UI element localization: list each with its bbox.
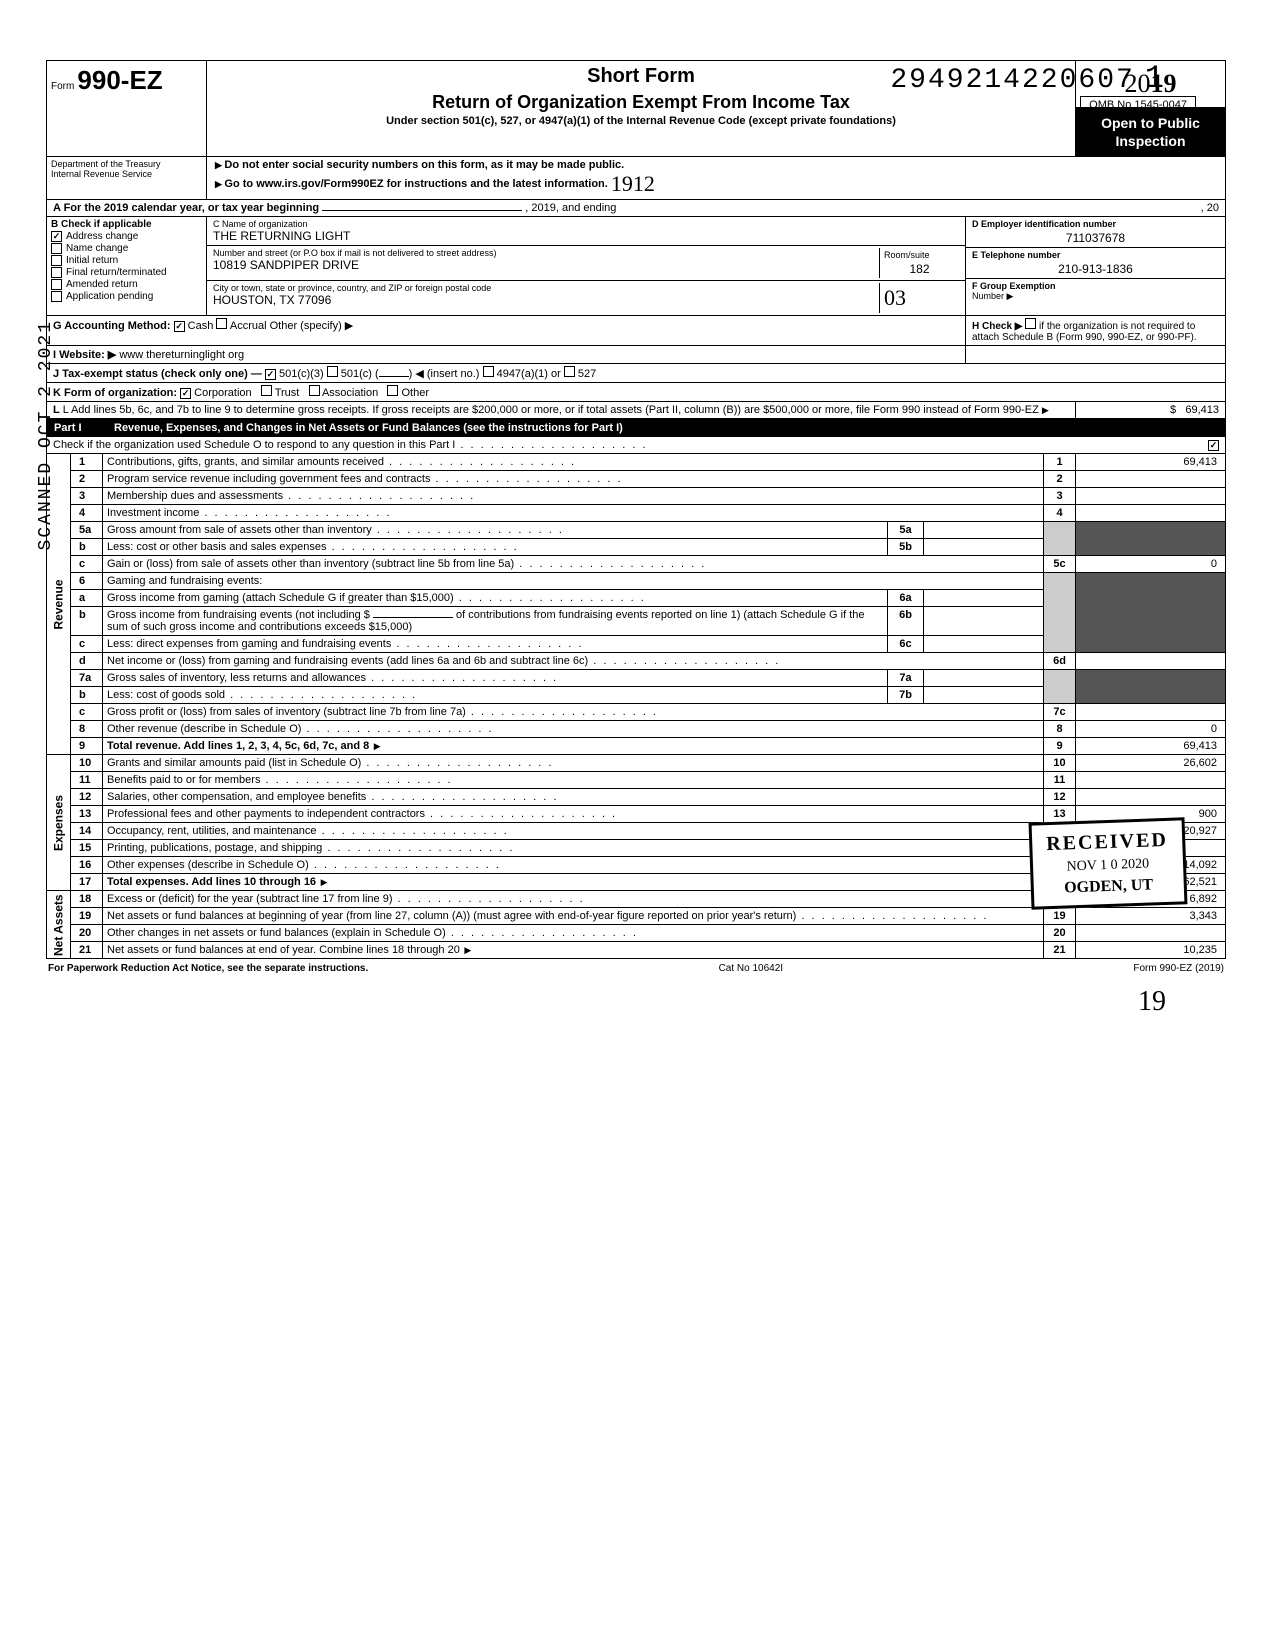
col-d-ein: D Employer identification number71103767… (965, 217, 1225, 315)
check-name-change[interactable] (51, 243, 62, 254)
hand-page-number: 19 (1138, 986, 1166, 1018)
check-501c[interactable] (327, 366, 338, 377)
row-g-accounting: G Accounting Method: ✓ Cash Accrual Othe… (47, 316, 965, 345)
part-1-header: Part I Revenue, Expenses, and Changes in… (46, 419, 1226, 437)
check-other-org[interactable] (387, 385, 398, 396)
check-501c3[interactable]: ✓ (265, 369, 276, 380)
check-assoc[interactable] (309, 385, 320, 396)
document-id: 29492142206071 (890, 60, 1166, 97)
received-stamp: RECEIVED NOV 1 0 2020 OGDEN, UT (1029, 817, 1188, 909)
check-schedule-o[interactable]: ✓ (1208, 440, 1219, 451)
check-amended[interactable] (51, 279, 62, 290)
check-initial-return[interactable] (51, 255, 62, 266)
check-final-return[interactable] (51, 267, 62, 278)
row-h-schedule-b: H Check ▶ if the organization is not req… (965, 316, 1225, 345)
check-h[interactable] (1025, 318, 1036, 329)
header-notes: Do not enter social security numbers on … (207, 157, 1225, 199)
row-a-tax-year: A For the 2019 calendar year, or tax yea… (46, 200, 1226, 217)
open-public: Open to Public Inspection (1076, 108, 1225, 156)
check-4947[interactable] (483, 366, 494, 377)
check-cash[interactable]: ✓ (174, 321, 185, 332)
check-pending[interactable] (51, 291, 62, 302)
page-footer: For Paperwork Reduction Act Notice, see … (46, 959, 1226, 978)
row-l-gross-receipts: L L Add lines 5b, 6c, and 7b to line 9 t… (46, 402, 1226, 419)
col-b-checkboxes: B Check if applicable ✓Address change Na… (47, 217, 207, 315)
dept-treasury: Department of the TreasuryInternal Reven… (47, 157, 207, 199)
check-accrual[interactable] (216, 318, 227, 329)
check-corp[interactable]: ✓ (180, 388, 191, 399)
check-trust[interactable] (261, 385, 272, 396)
col-c-org-info: C Name of organization THE RETURNING LIG… (207, 217, 965, 315)
omb-number: OMB No 1545-0047 (1080, 96, 1196, 114)
check-527[interactable] (564, 366, 575, 377)
row-k-form-org: K Form of organization: ✓ Corporation Tr… (46, 383, 1226, 402)
check-address-change[interactable]: ✓ (51, 231, 62, 242)
part-1-schedule-o-check: Check if the organization used Schedule … (46, 437, 1226, 454)
form-number-cell: Form 990-EZ (47, 61, 207, 156)
row-i-website: I Website: ▶ www thereturninglight org (47, 346, 965, 363)
row-j-tax-exempt: J Tax-exempt status (check only one) — ✓… (46, 364, 1226, 383)
